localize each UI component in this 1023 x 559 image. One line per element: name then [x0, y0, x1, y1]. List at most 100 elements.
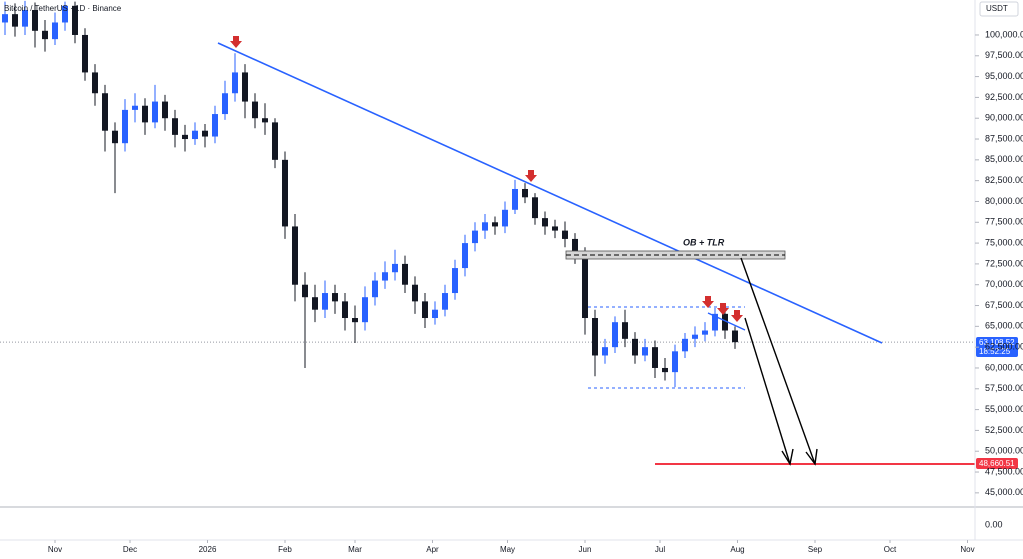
- target-box: [976, 458, 1018, 469]
- candle-body: [202, 130, 208, 137]
- currency-box: [979, 1, 1019, 17]
- last-price-box: [976, 337, 1018, 357]
- candle-body: [432, 309, 438, 319]
- candle-body: [302, 284, 308, 298]
- x-tick-label: Feb: [278, 545, 292, 554]
- candle-body: [402, 263, 408, 285]
- x-tick-label: Aug: [730, 545, 744, 554]
- y-tick-label: 70,000.00: [985, 279, 1023, 289]
- y-tick-label: 80,000.00: [985, 196, 1023, 206]
- candle-body: [712, 313, 718, 331]
- candle-body: [102, 93, 108, 131]
- candle-body: [542, 218, 548, 227]
- y-tick-label: 82,500.00: [985, 175, 1023, 185]
- candle-body: [152, 101, 158, 123]
- candle-body: [492, 222, 498, 227]
- x-tick-label: Sep: [808, 545, 823, 554]
- candle-body: [272, 122, 278, 160]
- candle-body: [112, 130, 118, 144]
- candle-body: [32, 9, 38, 31]
- candle-body: [122, 109, 128, 144]
- candle-body: [732, 330, 738, 343]
- candle-body: [482, 222, 488, 231]
- y-tick-label: 62,500.00: [985, 342, 1023, 352]
- candle-body: [42, 30, 48, 40]
- candle-body: [502, 209, 508, 227]
- last-price: 63,108.52: [979, 338, 1015, 347]
- candle-body: [702, 330, 708, 335]
- y-tick-label: 85,000.00: [985, 154, 1023, 164]
- candle-body: [2, 14, 8, 23]
- candle-body: [522, 188, 528, 198]
- candle-body: [22, 9, 28, 27]
- chart-title: Bitcoin / TetherUS · 1D · Binance: [4, 4, 122, 13]
- candle-body: [332, 293, 338, 302]
- candle-body: [252, 101, 258, 119]
- candle-body: [262, 118, 268, 123]
- candle-body: [362, 297, 368, 323]
- x-tick-label: Oct: [884, 545, 897, 554]
- y-tick-label: 100,000.00: [985, 29, 1023, 39]
- candle-body: [222, 93, 228, 115]
- x-tick-label: Nov: [48, 545, 62, 554]
- candle-body: [592, 318, 598, 356]
- y-tick-label: 87,500.00: [985, 133, 1023, 143]
- candle-body: [462, 243, 468, 269]
- y-tick-label: 45,000.00: [985, 487, 1023, 497]
- candle-body: [82, 34, 88, 73]
- candle-body: [12, 14, 18, 27]
- candle-body: [352, 318, 358, 323]
- y-tick-label: 92,500.00: [985, 92, 1023, 102]
- candle-body: [342, 301, 348, 319]
- candle-body: [612, 322, 618, 348]
- candle-body: [662, 367, 668, 373]
- trend-line: [217, 42, 883, 344]
- candle-body: [642, 347, 648, 356]
- x-tick-label: Apr: [426, 545, 439, 554]
- annotation: OB + TLR: [683, 237, 725, 247]
- candle-body: [682, 338, 688, 352]
- candle-body: [602, 347, 608, 356]
- minor-trend: [707, 312, 746, 331]
- candle-body: [372, 280, 378, 298]
- x-tick-label: Dec: [123, 545, 137, 554]
- candle-body: [382, 272, 388, 281]
- y-tick-label: 60,000.00: [985, 362, 1023, 372]
- x-tick-label: 2026: [199, 545, 217, 554]
- candle-body: [162, 101, 168, 119]
- candle-body: [132, 105, 138, 110]
- candle-body: [552, 226, 558, 231]
- y-tick-label: 65,000.00: [985, 321, 1023, 331]
- candle-body: [182, 134, 188, 140]
- candle-body: [582, 255, 588, 319]
- y-tick-label: 50,000.00: [985, 446, 1023, 456]
- candle-body: [652, 347, 658, 368]
- y-tick-label: 72,500.00: [985, 258, 1023, 268]
- candle-body: [422, 301, 428, 319]
- volume-axis-label: 0.00: [985, 519, 1003, 529]
- candle-body: [212, 114, 218, 137]
- candle-body: [142, 105, 148, 123]
- candle-body: [632, 338, 638, 356]
- candle-body: [722, 313, 728, 331]
- x-tick-label: Nov: [960, 545, 974, 554]
- y-tick-label: 75,000.00: [985, 237, 1023, 247]
- candle-body: [322, 293, 328, 310]
- candle-body: [452, 268, 458, 294]
- signal-markers: [230, 36, 743, 322]
- candle-body: [622, 322, 628, 339]
- y-tick-label: 97,500.00: [985, 50, 1023, 60]
- candle-body: [692, 334, 698, 339]
- candle-body: [282, 159, 288, 227]
- y-tick-label: 57,500.00: [985, 383, 1023, 393]
- countdown: 18:52:25: [979, 347, 1011, 356]
- candle-body: [442, 293, 448, 310]
- candle-body: [232, 72, 238, 94]
- candle-body: [52, 22, 58, 40]
- y-tick-label: 95,000.00: [985, 71, 1023, 81]
- x-tick-label: Jun: [579, 545, 592, 554]
- candle-body: [572, 238, 578, 256]
- currency: USDT: [986, 4, 1008, 13]
